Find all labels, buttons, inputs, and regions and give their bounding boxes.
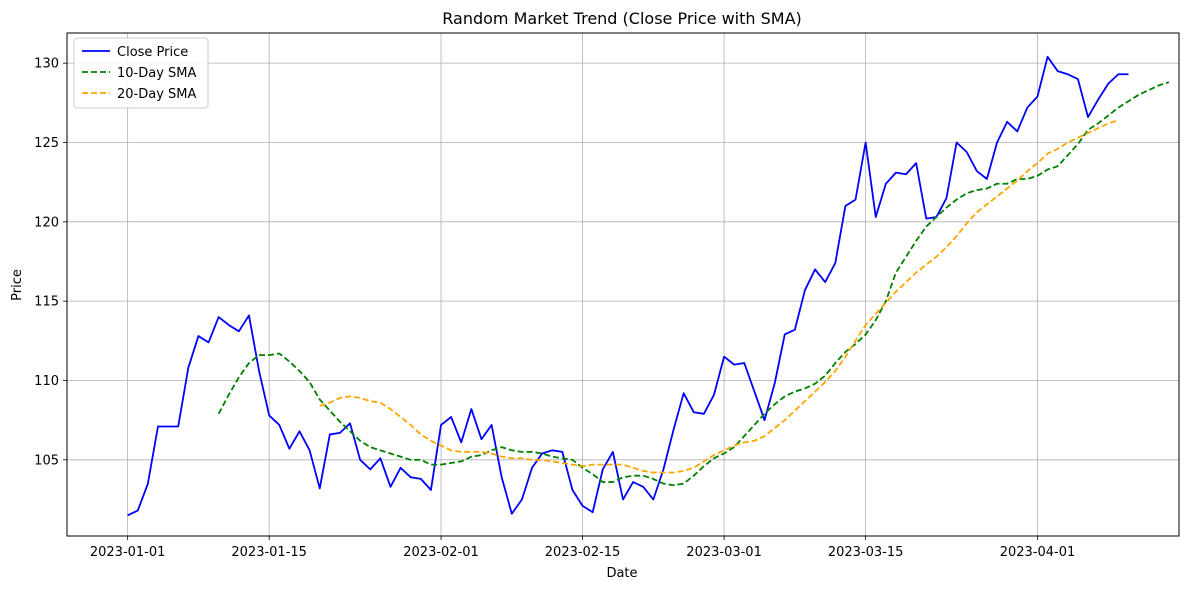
x-tick-label: 2023-01-01 xyxy=(90,545,166,560)
legend: Close Price 10-Day SMA 20-Day SMA xyxy=(73,37,209,109)
x-tick-label: 2023-03-01 xyxy=(686,545,762,560)
x-tick-label: 2023-04-01 xyxy=(1000,545,1076,560)
series-line-10-day-sma xyxy=(217,81,1170,487)
x-axis-label: Date xyxy=(606,566,637,581)
y-tick-label: 125 xyxy=(34,136,59,151)
y-axis-label: Price xyxy=(10,269,25,301)
y-tick-label: 120 xyxy=(34,215,59,230)
x-tick-label: 2023-02-15 xyxy=(545,545,621,560)
series-layer xyxy=(127,55,1170,517)
x-tick-label: 2023-02-01 xyxy=(403,545,479,560)
plot-frame xyxy=(66,32,1180,537)
legend-label-10-day-sma: 10-Day SMA xyxy=(117,66,197,81)
y-tick-label: 110 xyxy=(34,374,59,389)
chart-title: Random Market Trend (Close Price with SM… xyxy=(442,9,802,28)
grid xyxy=(67,33,1179,536)
series-line-20-day-sma xyxy=(319,119,1119,474)
x-tick-label: 2023-01-15 xyxy=(231,545,307,560)
y-tick-label: 130 xyxy=(34,57,59,72)
y-tick-label: 105 xyxy=(34,453,59,468)
legend-box xyxy=(73,37,209,109)
series-line-close-price xyxy=(127,55,1129,517)
y-tick-label: 115 xyxy=(34,295,59,310)
legend-label-20-day-sma: 20-Day SMA xyxy=(117,87,197,102)
legend-label-close-price: Close Price xyxy=(117,45,188,60)
x-tick-label: 2023-03-15 xyxy=(828,545,904,560)
ticks: 2023-01-01 2023-01-15 2023-02-01 2023-02-15… xyxy=(34,57,1075,560)
